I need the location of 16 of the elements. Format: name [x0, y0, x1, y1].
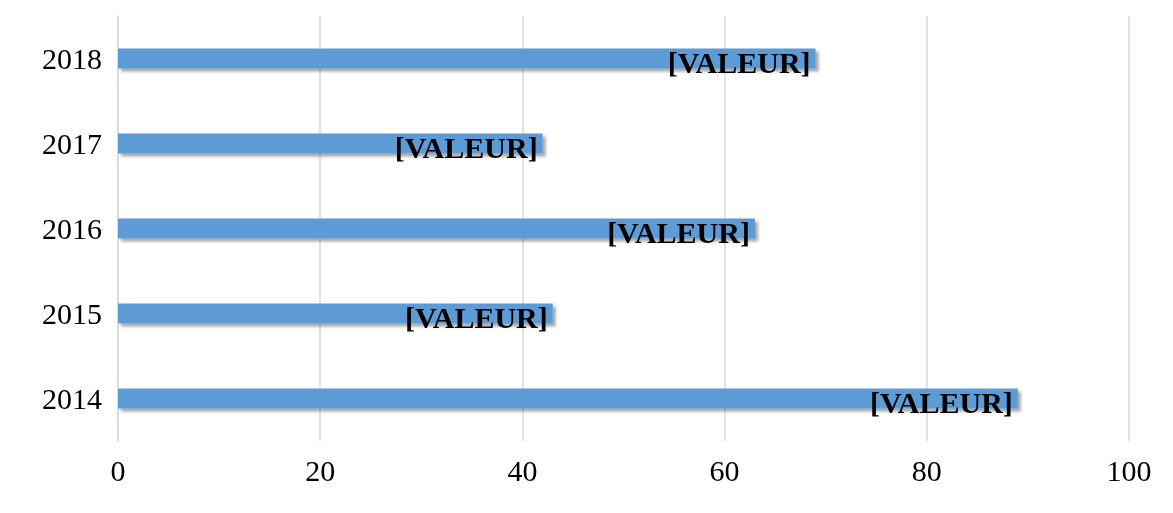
data-label: [VALEUR] — [394, 131, 538, 164]
y-tick-label: 2015 — [42, 297, 102, 330]
y-tick-label: 2017 — [42, 127, 102, 160]
data-label: [VALEUR] — [869, 386, 1013, 419]
x-tick-label: 40 — [507, 453, 538, 487]
y-tick-label: 2016 — [42, 212, 102, 245]
x-tick-label: 0 — [110, 453, 126, 487]
y-tick-label: 2014 — [42, 382, 102, 415]
data-label: [VALEUR] — [667, 46, 811, 79]
x-tick-label: 20 — [305, 453, 336, 487]
x-tick-label: 100 — [1106, 453, 1152, 487]
data-label: [VALEUR] — [404, 301, 548, 334]
x-tick-label: 60 — [709, 453, 740, 487]
data-label: [VALEUR] — [607, 216, 750, 249]
y-tick-label: 2018 — [42, 42, 102, 75]
x-tick-label: 80 — [911, 453, 942, 487]
